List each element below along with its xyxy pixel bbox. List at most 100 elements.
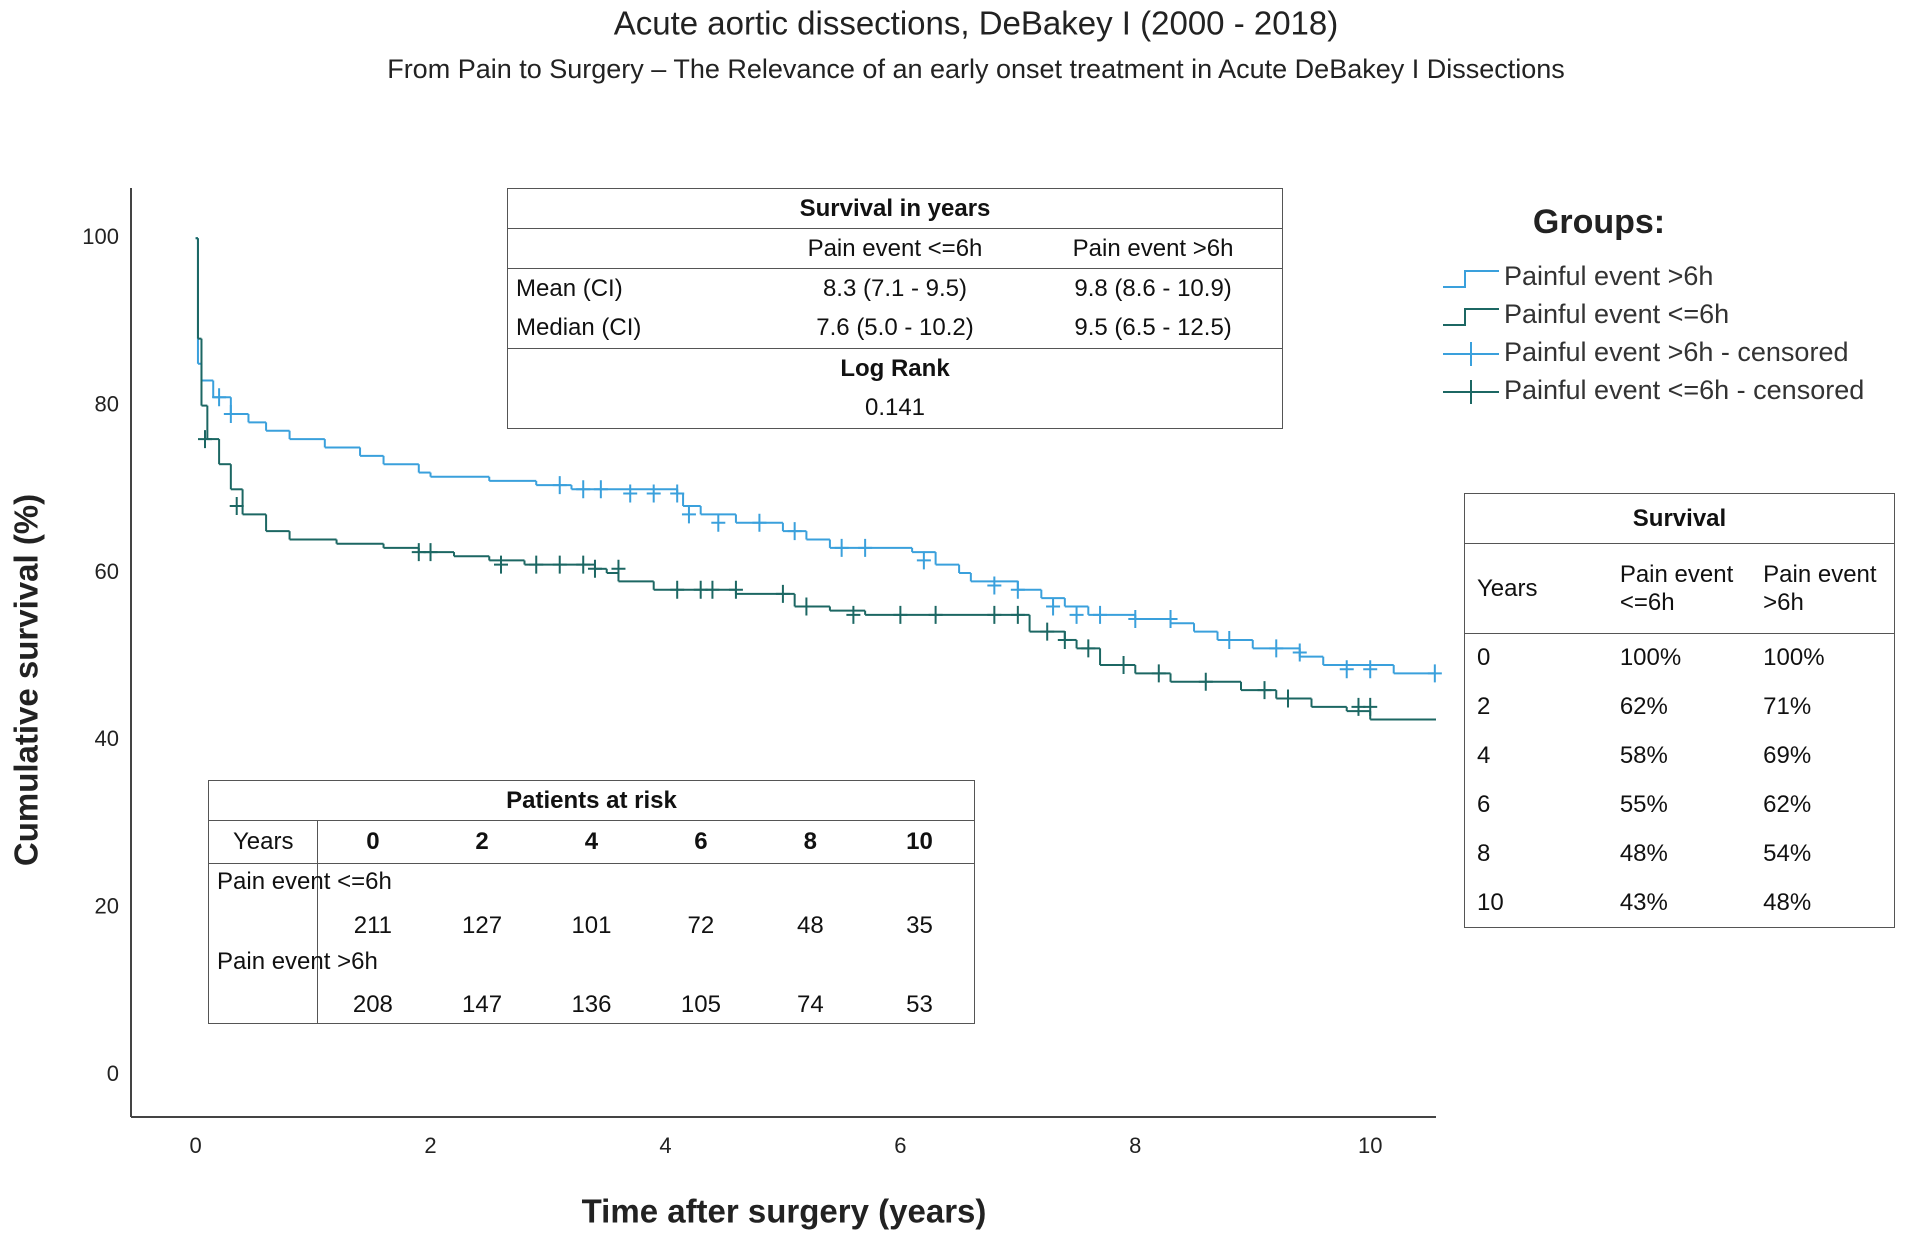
table-cell: 147 <box>462 991 503 1018</box>
censor-mark <box>623 484 638 503</box>
legend-title: Groups: <box>1533 203 1665 241</box>
table-row: 6 55% 62% <box>1465 781 1895 830</box>
censor-mark <box>576 555 591 574</box>
censor-mark <box>1151 664 1166 683</box>
table-cell: 53 <box>906 991 933 1018</box>
censor-mark <box>1222 630 1237 649</box>
censor-mark <box>198 430 213 449</box>
censor-mark <box>670 580 685 599</box>
column-header: Pain event >6h <box>1024 228 1283 269</box>
table-row: 2 62% 71% <box>1465 683 1895 732</box>
censor-mark <box>1057 630 1072 649</box>
legend-label: Painful event <=6h <box>1504 299 1729 329</box>
table-cell: 136 <box>571 991 612 1018</box>
censor-mark <box>1116 656 1131 675</box>
table-cell: 4 <box>1477 742 1491 769</box>
censor-mark <box>799 597 814 616</box>
censor-mark <box>1281 689 1295 708</box>
censor-mark <box>846 605 861 624</box>
censor-mark <box>611 559 626 578</box>
x-tick-label: 8 <box>1129 1133 1141 1158</box>
censor-mark <box>858 538 873 557</box>
table-cell: 100% <box>1763 644 1825 672</box>
table-cell: 9.8 (8.6 - 10.9) <box>1074 274 1232 302</box>
censor-mark <box>1339 660 1354 679</box>
legend-label: Painful event <=6h - censored <box>1504 375 1864 405</box>
table-row: Years Pain event <=6h Pain event >6h <box>1464 543 1895 634</box>
censor-mark <box>1257 681 1272 700</box>
censor-mark <box>212 388 227 407</box>
table-cell: 71% <box>1763 693 1812 720</box>
table-cell: 48% <box>1763 888 1812 916</box>
table-cell: 10 <box>1477 888 1504 916</box>
y-tick-label: 80 <box>95 391 119 416</box>
table-row: Mean (CI) 8.3 (7.1 - 9.5) 9.8 (8.6 - 10.9) <box>508 269 1283 309</box>
censor-mark <box>1351 697 1366 716</box>
table-cell: 55% <box>1619 791 1668 818</box>
table-cell: 48% <box>1619 840 1668 867</box>
censor-mark <box>693 580 708 599</box>
column-header: 0 <box>317 820 428 864</box>
column-header: Pain event >6h <box>1751 543 1895 634</box>
table-row: 10 43% 48% <box>1465 879 1895 928</box>
censor-mark <box>987 576 1002 595</box>
table-row: 0.141 <box>508 389 1283 429</box>
y-tick-label: 60 <box>95 559 119 584</box>
censor-mark <box>552 555 567 574</box>
x-axis-label: Time after surgery (years) <box>582 1193 987 1230</box>
table-cell: Median (CI) <box>516 314 642 342</box>
survival-in-years-table: Survival in years Pain event <=6h Pain eve… <box>507 188 1283 429</box>
table-title: Survival in years <box>507 188 1283 229</box>
y-tick-label: 0 <box>107 1061 119 1086</box>
table-cell: 2 <box>1477 693 1491 720</box>
table-cell: 72 <box>687 911 715 939</box>
patients-at-risk-table: Patients at risk Years 0 2 4 6 8 10 Pain event <… <box>208 780 975 1024</box>
censor-mark <box>705 580 720 599</box>
censor-mark <box>1093 605 1108 624</box>
y-tick-label: 100 <box>82 224 119 249</box>
table-cell: 105 <box>680 991 721 1018</box>
table-row: Survival <box>1464 493 1895 544</box>
chart-title: Acute aortic dissections, DeBakey I (200… <box>614 5 1339 42</box>
legend-icon <box>1443 342 1499 366</box>
censor-mark <box>576 480 591 499</box>
table-cell: Pain event <=6h <box>208 863 392 944</box>
legend-label: Painful event >6h - censored <box>1504 337 1848 367</box>
table-title: Survival <box>1464 493 1895 544</box>
censor-mark <box>1069 605 1084 624</box>
censor-mark <box>1427 664 1442 683</box>
table-cell: 9.5 (6.5 - 12.5) <box>1074 314 1232 342</box>
table-cell: Pain event >6h <box>208 943 378 1024</box>
table-cell: 74 <box>796 991 824 1018</box>
censor-mark <box>1040 622 1055 641</box>
table-row: 4 58% 69% <box>1465 732 1895 781</box>
censor-mark <box>423 543 438 562</box>
table-cell: 100% <box>1619 644 1682 672</box>
table-cell: 69% <box>1763 742 1812 769</box>
censor-mark <box>411 543 426 562</box>
chart-subtitle: From Pain to Surgery – The Relevance of … <box>387 54 1565 84</box>
table-cell: 48 <box>796 911 824 939</box>
column-header: 2 <box>427 820 537 864</box>
censor-mark <box>987 605 1002 624</box>
censor-mark <box>1010 580 1025 599</box>
table-cell <box>507 228 766 269</box>
y-tick-label: 40 <box>95 726 119 751</box>
table-cell: 8.3 (7.1 - 9.5) <box>822 274 968 302</box>
censor-mark <box>893 605 908 624</box>
table-cell: 101 <box>571 911 612 939</box>
table-row: Years 0 2 4 6 8 10 <box>208 820 975 864</box>
legend-icon <box>1443 270 1499 288</box>
censor-mark <box>587 559 602 578</box>
table-title: Patients at risk <box>208 780 975 821</box>
censor-mark <box>1269 639 1284 658</box>
censor-mark <box>1081 639 1096 658</box>
censor-mark <box>711 513 726 532</box>
table-row: 0 100% 100% <box>1465 634 1895 683</box>
table-cell: 62% <box>1763 791 1812 818</box>
column-header: Pain event <=6h <box>1607 543 1752 634</box>
table-cell: 8 <box>1477 840 1491 867</box>
table-row: Pain event >6h 208 147 136 105 74 53 <box>208 943 975 1024</box>
column-header: Pain event <=6h <box>765 228 1025 269</box>
